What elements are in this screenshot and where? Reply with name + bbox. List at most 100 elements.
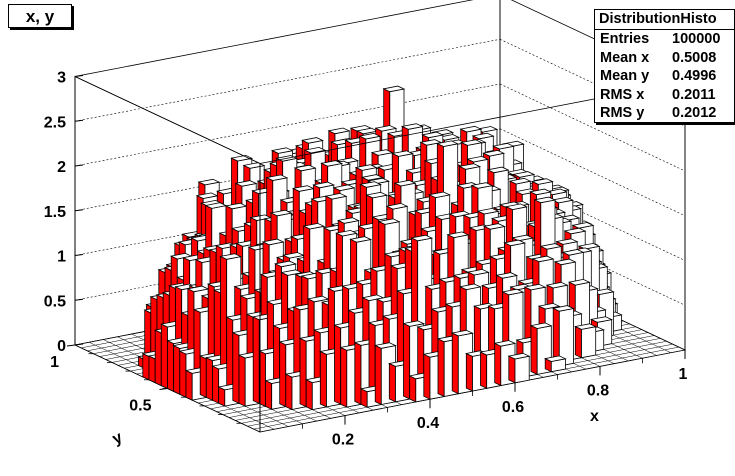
- x-tick-label: 0.6: [502, 399, 524, 416]
- bar-top-face: [393, 179, 417, 187]
- bar-top-face: [224, 202, 248, 210]
- bar-top-face: [567, 278, 591, 286]
- bar-top-face: [261, 238, 285, 246]
- bar-side-face: [205, 357, 213, 401]
- z-tick-label: 1.5: [44, 204, 66, 221]
- stats-label: RMS y: [600, 105, 645, 121]
- stats-row-rms-y: RMS y 0.2012: [595, 104, 734, 122]
- bar-top-face: [332, 184, 356, 192]
- bar-top-face: [458, 163, 482, 170]
- bar-top-face: [385, 202, 409, 210]
- x-tick-label: 1: [679, 366, 688, 383]
- z-tick: [74, 298, 84, 301]
- bar-top-face: [197, 178, 221, 186]
- bar-side-face: [238, 354, 246, 407]
- z-gridline: [74, 83, 501, 167]
- bar-top-face: [529, 322, 553, 329]
- bar-side-face: [437, 338, 445, 398]
- bar-side-face: [252, 316, 260, 405]
- stats-label: Mean x: [600, 49, 650, 66]
- bar-side-face: [508, 355, 516, 384]
- bar-side-face: [179, 350, 187, 398]
- bar-side-face: [199, 355, 207, 399]
- stats-value: 0.5008: [672, 49, 717, 66]
- z-tick: [74, 254, 84, 256]
- bar-side-face: [403, 322, 411, 400]
- bar-top-face: [459, 125, 483, 133]
- x-tick-label: 0.8: [587, 382, 609, 399]
- bar-top-face: [471, 132, 495, 140]
- bar-top-face: [186, 285, 210, 293]
- bar-top-face: [377, 218, 401, 225]
- bar-top-face: [282, 252, 305, 259]
- bar-top-face: [327, 127, 351, 135]
- bar-top-face: [523, 283, 547, 291]
- bar-top-face: [530, 178, 554, 185]
- histogram-bars: [137, 85, 623, 411]
- bar-side-face: [388, 362, 396, 403]
- y-tick: [66, 344, 76, 347]
- bar-top-face: [486, 166, 510, 174]
- bar-top-face: [529, 188, 552, 196]
- histogram-bar: [574, 323, 597, 359]
- bar-top-face: [563, 227, 587, 235]
- bar-top-face: [373, 342, 397, 349]
- bar-top-face: [428, 191, 451, 199]
- bar-top-face: [531, 255, 555, 263]
- bar-front-face: [581, 326, 597, 359]
- z-tick-label: 2: [57, 159, 66, 176]
- bar-side-face: [232, 331, 240, 404]
- bar-top-face: [493, 340, 517, 347]
- bar-top-face: [359, 181, 382, 188]
- bar-side-face: [340, 346, 348, 408]
- bar-top-face: [466, 155, 490, 163]
- x-axis-label: x: [590, 408, 599, 425]
- plot-title: x, y: [8, 4, 72, 28]
- bar-top-face: [306, 295, 330, 303]
- bar-side-face: [265, 379, 273, 410]
- stats-value: 0.2012: [672, 105, 717, 121]
- bar-top-face: [336, 217, 360, 224]
- stats-value: 100000: [672, 31, 721, 47]
- bar-side-face: [409, 375, 417, 403]
- bar-top-face: [320, 160, 344, 167]
- bar-top-face: [349, 236, 373, 243]
- bar-top-face: [577, 242, 601, 250]
- stats-row-rms-x: RMS x 0.2011: [595, 86, 734, 105]
- bar-top-face: [553, 258, 577, 266]
- bar-top-face: [301, 137, 324, 144]
- bar-top-face: [269, 209, 293, 217]
- stats-label: RMS x: [600, 86, 645, 103]
- bar-top-face: [402, 320, 426, 327]
- bar-top-face: [280, 269, 304, 276]
- bar-top-face: [446, 231, 470, 239]
- bar-top-face: [470, 182, 494, 189]
- bar-top-face: [204, 202, 228, 209]
- bar-top-face: [219, 253, 243, 260]
- z-tick: [74, 209, 84, 212]
- bar-top-face: [450, 329, 474, 337]
- bar-top-face: [302, 222, 326, 230]
- bar-top-face: [293, 164, 317, 172]
- bar-top-face: [543, 355, 567, 362]
- bar-side-face: [480, 351, 488, 389]
- bar-top-face: [492, 142, 515, 150]
- z-tick: [74, 164, 84, 167]
- stats-label: Entries: [600, 31, 650, 47]
- z-tick-label: 3: [57, 70, 66, 87]
- y-axis-label: y: [110, 429, 125, 448]
- x-tick-label: 0.4: [417, 415, 439, 432]
- histogram-bar: [551, 305, 575, 367]
- bar-side-face: [142, 352, 150, 381]
- bar-top-face: [360, 174, 384, 181]
- bar-top-face: [503, 239, 527, 247]
- bar-top-face: [501, 288, 525, 296]
- bar-top-face: [270, 147, 294, 154]
- histogram-bar: [507, 352, 531, 384]
- bar-top-face: [358, 132, 382, 140]
- bar-top-face: [312, 181, 336, 189]
- bar-top-face: [370, 149, 394, 156]
- bar-top-face: [354, 164, 378, 171]
- bar-top-face: [355, 127, 379, 135]
